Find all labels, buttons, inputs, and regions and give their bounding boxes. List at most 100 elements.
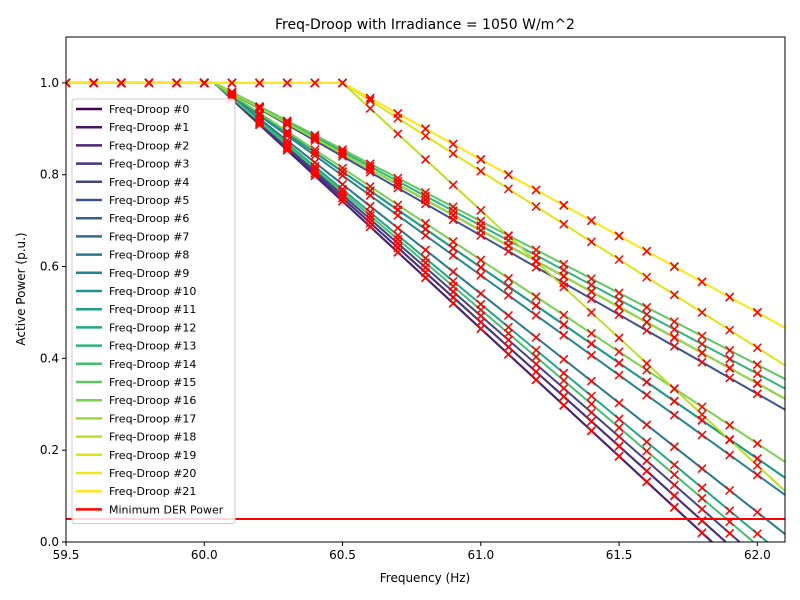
data-point (420, 218, 431, 228)
data-point (420, 258, 431, 268)
data-point (503, 231, 513, 241)
data-point (255, 78, 265, 88)
data-point (365, 164, 375, 174)
data-point (310, 130, 320, 140)
data-point (669, 410, 679, 420)
data-point (531, 292, 541, 302)
data-point (642, 365, 652, 375)
legend-label: Freq-Droop #18 (109, 431, 196, 444)
data-point (531, 201, 541, 212)
data-point (310, 164, 320, 174)
data-point (420, 191, 431, 201)
data-point (420, 199, 431, 209)
plot-frame (65, 36, 786, 543)
data-point (255, 101, 265, 111)
data-point (503, 281, 513, 291)
data-point (669, 480, 679, 490)
legend-label: Freq-Droop #1 (109, 121, 189, 134)
data-point (420, 245, 431, 255)
x-axis: 59.5 60.0 60.5 61.0 61.5 62.0 (53, 542, 771, 562)
data-point (669, 470, 679, 480)
data-point (697, 402, 707, 412)
data-point (393, 200, 403, 210)
data-point (697, 528, 707, 538)
data-point (559, 383, 569, 393)
data-point (752, 369, 762, 379)
data-point (448, 250, 458, 260)
data-point (282, 117, 292, 127)
data-point (282, 126, 292, 136)
x-tick-label: 62.0 (744, 548, 771, 562)
legend-label: Freq-Droop #14 (109, 358, 196, 371)
x-tick-label: 61.5 (606, 548, 633, 562)
data-point (725, 292, 735, 302)
data-point (559, 368, 569, 378)
data-point (282, 78, 292, 88)
data-point (752, 343, 762, 353)
legend-label: Freq-Droop #9 (109, 267, 189, 280)
data-point (393, 234, 403, 244)
data-point (669, 262, 679, 272)
data-point (697, 516, 707, 526)
data-point (338, 147, 348, 157)
data-point (503, 184, 513, 194)
data-point (559, 330, 569, 340)
data-point (669, 324, 679, 334)
data-point (448, 139, 458, 149)
data-point (531, 359, 541, 369)
data-point (365, 214, 375, 224)
data-point (614, 231, 624, 241)
data-point (586, 416, 596, 426)
data-point (338, 170, 348, 181)
data-point (559, 271, 569, 281)
chart-title: Freq-Droop with Irradiance = 1050 W/m^2 (275, 17, 575, 33)
data-point (393, 176, 403, 186)
data-point (531, 256, 541, 266)
data-point (586, 399, 596, 409)
legend-label: Freq-Droop #5 (109, 194, 189, 207)
data-point (310, 134, 320, 144)
data-point (642, 272, 652, 282)
data-point (338, 187, 348, 197)
data-point (586, 237, 596, 247)
data-point (310, 148, 320, 158)
data-point (586, 339, 596, 349)
legend-label: Freq-Droop #16 (109, 394, 196, 407)
data-point (448, 210, 458, 220)
legend-label: Minimum DER Power (109, 503, 224, 516)
data-point (476, 205, 486, 215)
x-axis-label: Frequency (Hz) (380, 571, 471, 585)
data-point (642, 358, 652, 368)
data-point (365, 93, 375, 103)
data-point (559, 375, 569, 386)
data-point (255, 103, 265, 113)
data-point (614, 310, 624, 320)
y-axis: 0.0 0.2 0.4 0.6 0.8 1.0 (40, 76, 66, 549)
data-point (697, 493, 707, 503)
data-point (669, 341, 679, 351)
data-point (614, 302, 624, 312)
x-tick-label: 59.5 (53, 548, 80, 562)
y-axis-label: Active Power (p.u.) (14, 232, 28, 345)
legend-label: Freq-Droop #12 (109, 321, 196, 334)
legend-label: Freq-Droop #20 (109, 467, 196, 480)
series-markers-21 (66, 78, 762, 317)
data-point (448, 202, 458, 212)
data-point (697, 464, 707, 474)
x-tick-label: 60.0 (191, 548, 218, 562)
data-point (725, 485, 735, 495)
data-point (669, 333, 679, 343)
data-point (614, 451, 624, 461)
data-point (310, 161, 320, 171)
data-point (614, 370, 624, 380)
data-point (559, 278, 569, 288)
data-point (365, 211, 375, 221)
data-point (642, 446, 652, 456)
data-point (559, 219, 569, 229)
data-point (725, 373, 735, 383)
data-point (725, 345, 735, 355)
legend-label: Freq-Droop #6 (109, 212, 189, 225)
data-point (531, 301, 541, 311)
data-point (420, 124, 431, 134)
